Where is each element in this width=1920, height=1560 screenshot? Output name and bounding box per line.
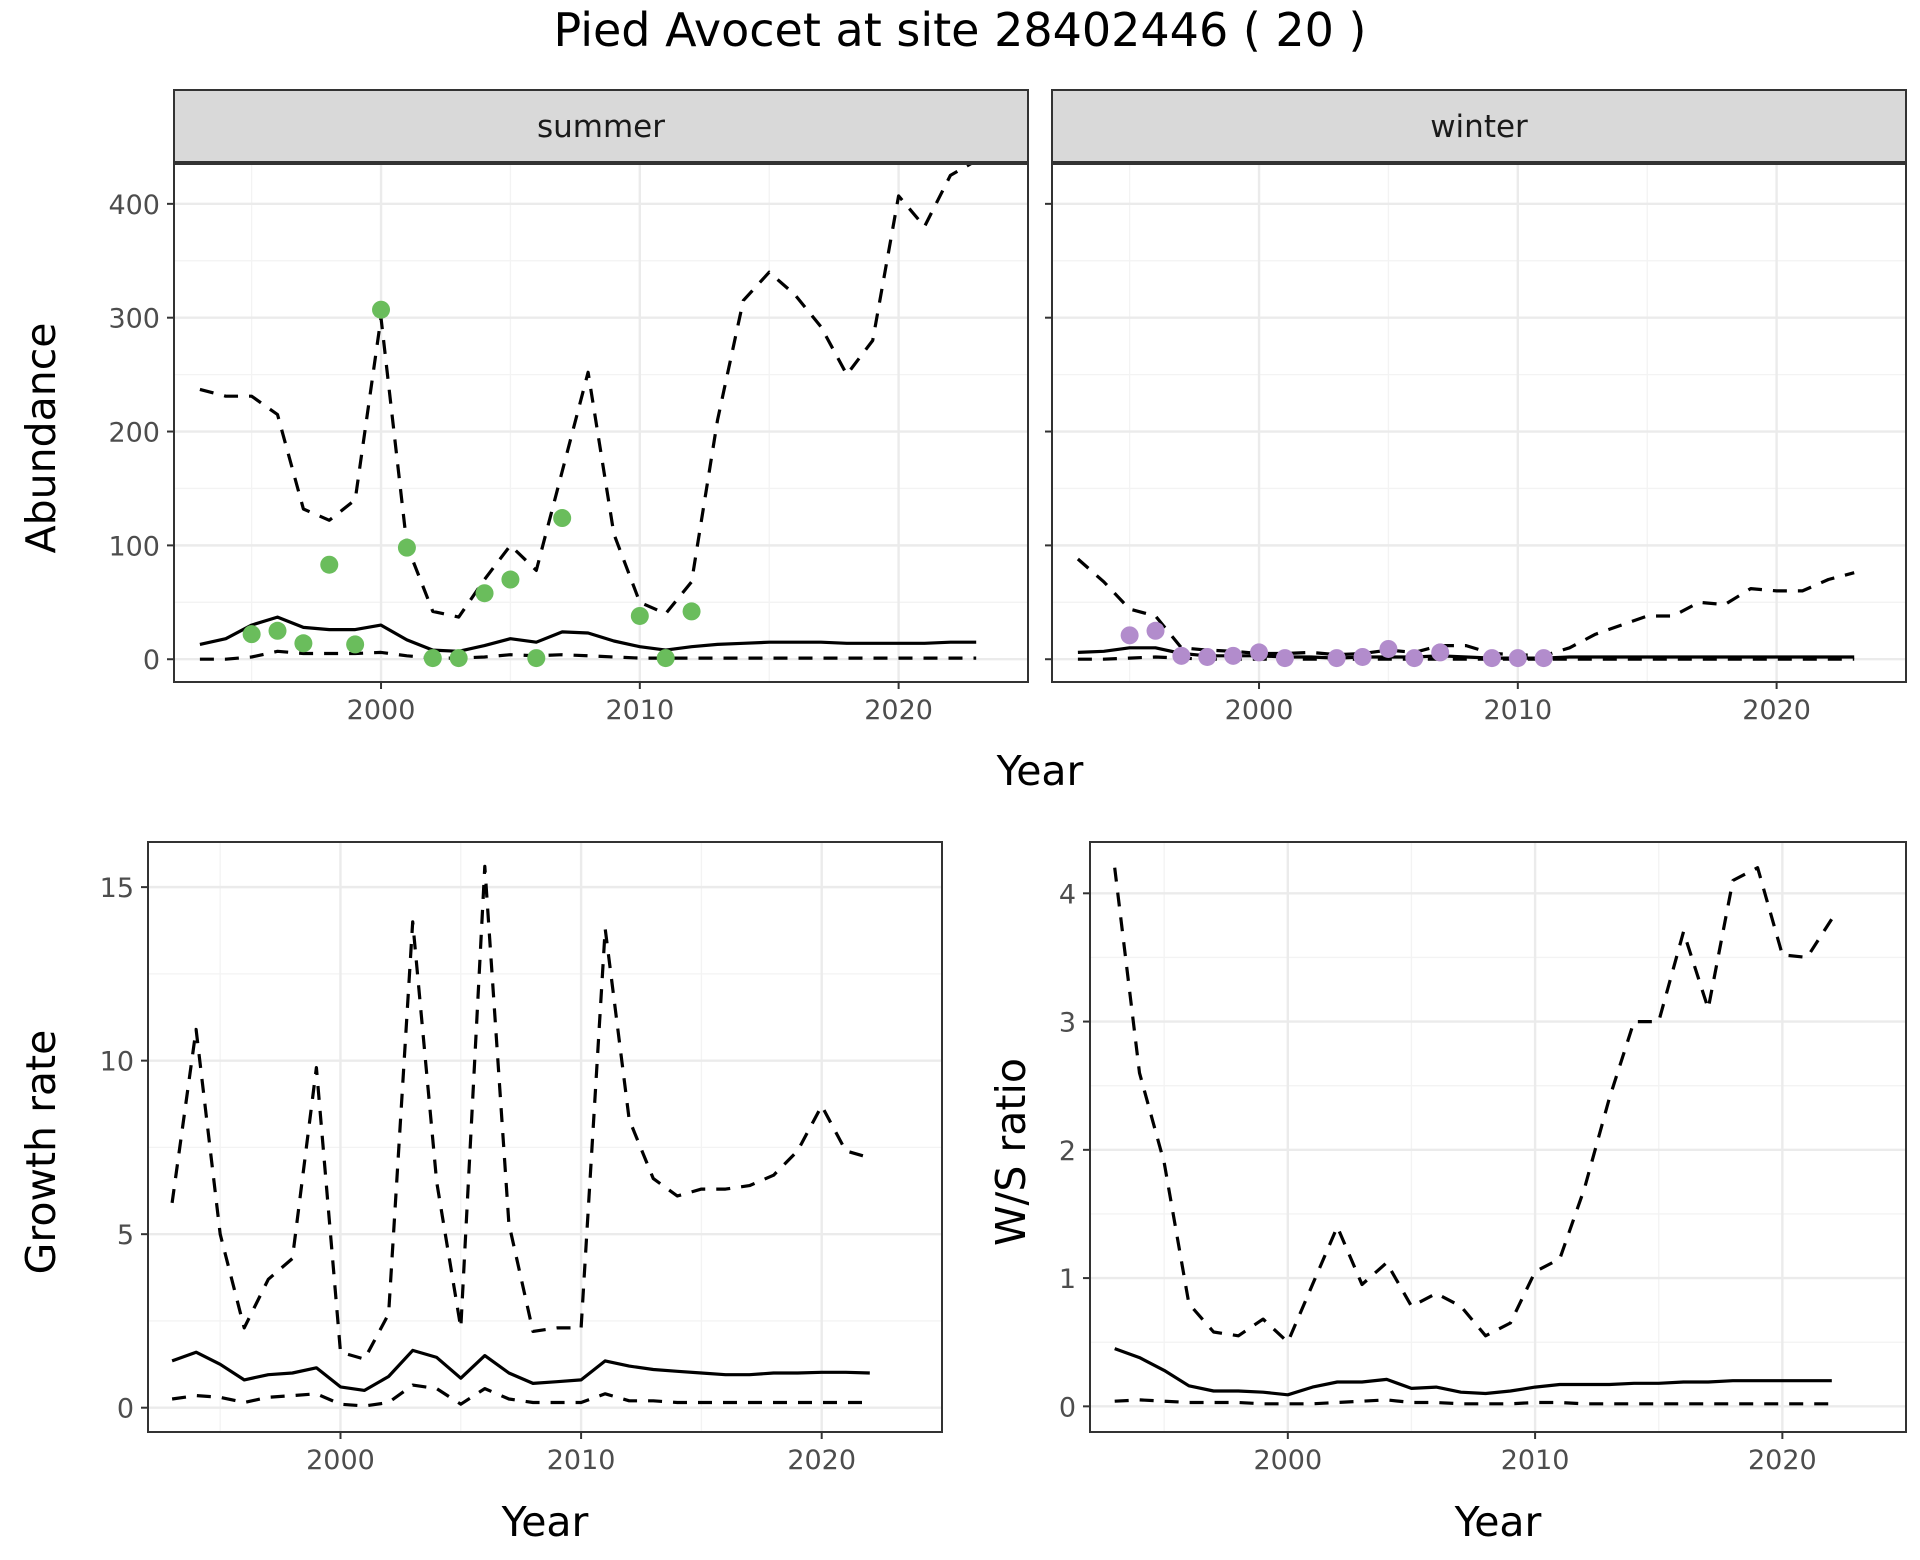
facet-strip-label: winter [1430,109,1528,145]
panel-border [1089,841,1907,1433]
data-point [1224,646,1243,665]
data-point [242,625,261,644]
data-point [501,570,520,589]
y-tick-label: 2 [1059,1136,1076,1167]
x-axis-title: Year [1454,1498,1542,1546]
data-point [1146,621,1165,640]
data-point [1534,649,1553,668]
x-tick-label: 2010 [1483,695,1552,726]
data-point [1482,649,1501,668]
y-tick-label: 200 [108,418,160,449]
data-point [1431,643,1450,662]
data-point [372,300,391,319]
series-group [170,864,871,1408]
upper-bound-line [199,164,974,619]
estimate-line [1114,1347,1832,1397]
x-tick-label: 2020 [1742,695,1811,726]
data-point [320,555,339,574]
lower-bound-line [199,649,977,661]
facet-strip-label: summer [537,109,665,145]
series-group [1113,866,1834,1406]
data-point [1250,643,1269,662]
data-point [1379,639,1398,658]
x-tick-label: 2010 [547,1445,616,1476]
data-point [1120,626,1139,645]
data-point [656,649,675,668]
data-point [346,635,365,654]
y-tick-label: 3 [1059,1008,1076,1039]
lower-bound-line [171,1383,870,1408]
y-axis-title: Abundance [17,323,65,554]
y-tick-label: 1 [1059,1264,1076,1295]
y-tick-label: 400 [108,190,160,221]
x-tick-label: 2020 [1748,1445,1817,1476]
main-title: Pied Avocet at site 28402446 ( 20 ) [554,3,1367,57]
x-axis-title: Year [501,1498,589,1546]
data-point [423,649,442,668]
data-point [1405,649,1424,668]
panel-border [1051,163,1907,683]
panel-border [147,841,943,1433]
data-point [1508,649,1527,668]
data-point [449,649,468,668]
data-point [397,538,416,557]
summer-facet-panel: summer 2000 2010 2020 0 100 200 300 400 Abundance [17,89,1029,726]
y-axis-title: W/S ratio [987,1058,1035,1246]
winter-facet-panel: winter 2000 2010 2020 [1045,89,1907,726]
data-point [1172,646,1191,665]
x-tick-label: 2000 [347,695,416,726]
data-point [553,509,572,528]
ws-ratio-panel: 2000 2010 2020 0 1 2 3 4 W/S ratio Year [987,841,1907,1546]
y-tick-label: 0 [143,645,160,676]
y-axis-title: Growth rate [17,1030,65,1275]
series-group [1076,557,1855,668]
data-point [475,584,494,603]
upper-bound-line [1113,866,1834,1344]
y-tick-label: 0 [117,1394,134,1425]
data-point [294,634,313,653]
data-point [1198,647,1217,666]
x-tick-label: 2010 [605,695,674,726]
data-point [268,621,287,640]
y-tick-label: 300 [108,304,160,335]
data-point [1353,647,1372,666]
x-tick-label: 2020 [864,695,933,726]
panel-border [173,163,1029,683]
data-point [630,606,649,625]
y-tick-label: 5 [117,1220,134,1251]
series-group [199,164,977,668]
estimate-line [199,615,977,653]
estimate-line [171,1348,870,1392]
y-tick-label: 100 [108,531,160,562]
x-tick-label: 2000 [1253,1445,1322,1476]
data-point [682,602,701,621]
data-point [527,649,546,668]
facet-strip [173,89,1029,163]
growth-rate-panel: 2000 2010 2020 0 5 10 15 Growth rate Year [17,841,943,1546]
y-tick-label: 0 [1059,1392,1076,1423]
x-tick-label: 2000 [306,1445,375,1476]
y-tick-label: 10 [100,1047,134,1078]
facet-strip [1051,89,1907,163]
data-point [1275,649,1294,668]
upper-bound-line [1076,557,1855,658]
data-point [1327,649,1346,668]
y-tick-label: 15 [100,873,134,904]
abundance-x-axis-title: Year [996,747,1084,795]
y-tick-label: 4 [1059,879,1076,910]
x-tick-label: 2010 [1501,1445,1570,1476]
lower-bound-line [1114,1398,1832,1406]
x-tick-label: 2000 [1225,695,1294,726]
upper-bound-line [170,864,871,1361]
x-tick-label: 2020 [787,1445,856,1476]
